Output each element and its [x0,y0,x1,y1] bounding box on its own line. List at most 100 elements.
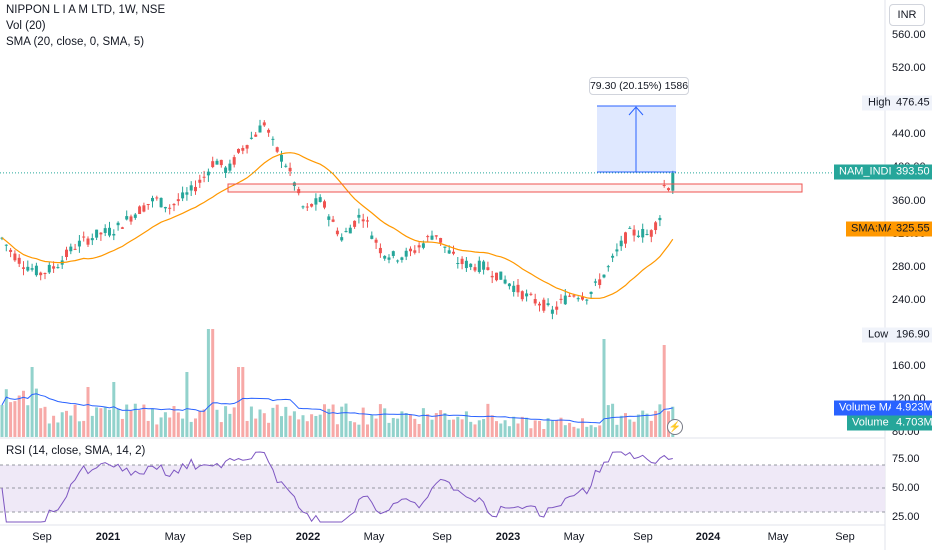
candle-body [662,184,666,186]
volume-bar [469,421,473,437]
volume-bar [26,405,30,437]
time-tick-label: Sep [835,531,855,543]
volume-bar [280,416,283,437]
candle-body [426,236,430,238]
candle-body [391,251,395,256]
candle-body [155,197,159,199]
candle-body [636,235,640,237]
candle-body [374,239,378,243]
volume-bar [47,423,51,437]
volume-bar [486,403,490,437]
candle-body [503,279,507,284]
candle-body [172,203,176,206]
volume-bar [649,420,653,437]
low-value: 196.90 [891,327,932,343]
price-tick-label: 520.00 [892,62,926,75]
candle-body [512,285,516,292]
sma-value-tag: 325.55 [891,221,932,237]
candle-body [400,257,404,260]
volume-bar [189,421,193,437]
candle-body [310,203,314,207]
candle-body [546,303,550,306]
volume-ma-line [1,393,673,424]
candle-body [452,251,455,254]
volume-bar [65,410,68,437]
currency-button[interactable]: INR [889,4,925,26]
volume-bar [142,404,146,437]
volume-bar [103,407,107,437]
candle-body [366,220,369,222]
candle-body [624,232,627,244]
volume-bar [658,404,662,437]
volume-bar [503,420,507,437]
volume-bar [340,406,344,437]
candle-body [26,266,30,271]
volume-bar [606,405,610,437]
time-tick-label: May [164,531,186,543]
candle-body [116,222,120,226]
candle-body [563,295,567,305]
candle-body [39,272,43,276]
volume-bar [288,415,292,437]
volume-bar [464,411,468,437]
measure-arrowhead [628,106,644,116]
candle-body [482,261,486,270]
candle-body [133,214,137,218]
volume-bar [563,425,567,437]
candle-body [555,306,559,310]
volume-ma-name-tag: Volume MA [834,400,901,416]
candle-body [611,255,615,258]
volume-bar [641,410,645,437]
symbol-legend[interactable]: NIPPON L I A M LTD, 1W, NSE [6,4,166,16]
candle-body [224,167,228,174]
volume-bar [194,418,197,437]
volume-bar [17,395,21,437]
candle-body [275,147,279,152]
volume-bar [529,428,533,437]
rsi-legend[interactable]: RSI (14, close, SMA, 14, 2) [6,445,146,457]
price-tick-label: 240.00 [892,293,926,306]
volume-bar [185,372,189,437]
candle-body [486,267,490,270]
candle-body [443,246,447,248]
volume-bar [215,409,219,437]
volume-bar [181,418,185,437]
candle-body [52,266,56,269]
volume-bar [396,418,400,437]
candle-body [602,274,606,278]
candle-body [576,298,580,300]
candle-body [112,233,116,236]
candle-body [649,230,653,237]
volume-bar [39,408,43,437]
price-tick-label: 560.00 [892,29,926,41]
candle-body [589,291,593,295]
candle-body [671,172,675,191]
candle-body [542,299,546,311]
volume-ma-value-tag: 4.923M [891,400,932,416]
volume-bar [60,412,64,437]
volume-bar [211,329,215,437]
lightning-icon[interactable]: ⚡ [667,419,683,435]
volume-legend[interactable]: Vol (20) [6,20,46,32]
candle-body [361,219,365,222]
candle-body [17,257,21,264]
candle-body [34,265,38,276]
candle-body [232,157,236,165]
candle-body [280,154,283,162]
candle-body [82,236,86,238]
candle-body [667,188,670,191]
rsi-line [1,451,673,523]
candle-body [490,275,494,278]
volume-bar [331,404,335,437]
candle-body [658,217,662,221]
candle-body [499,271,503,280]
candle-body [56,267,60,269]
candle-body [568,295,572,297]
rsi-tick-label: 25.00 [892,511,920,523]
low-label: Low [862,327,895,343]
sma-legend[interactable]: SMA (20, close, 0, SMA, 5) [6,36,145,48]
candle-body [572,295,576,297]
volume-bar [434,413,438,437]
candle-body [228,163,232,171]
